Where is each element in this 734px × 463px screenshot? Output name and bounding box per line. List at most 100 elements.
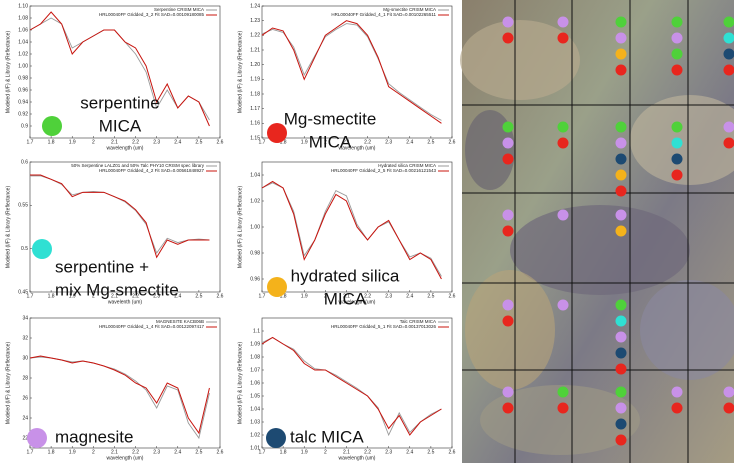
detection-dot <box>502 299 514 311</box>
spectrum-line <box>261 180 442 280</box>
x-tick-label: 2.6 <box>449 449 456 455</box>
y-tick-label: 26 <box>22 395 28 401</box>
detection-dot <box>615 32 627 44</box>
y-tick-label: 0.55 <box>18 203 28 209</box>
y-axis-label: Modeled (I/F) & Library (Reflectance) <box>5 342 11 425</box>
x-tick-label: 2.3 <box>153 139 160 145</box>
x-tick-label: 2.3 <box>385 293 392 299</box>
legend-label: HRL00040FF Gridded_2_5 Fit SAD=0.0021612… <box>331 168 436 173</box>
detection-dot <box>615 153 627 165</box>
detection-dot <box>671 64 683 76</box>
annotation: serpentine + <box>55 257 149 276</box>
terrain <box>465 110 515 190</box>
x-tick-label: 2.2 <box>364 293 371 299</box>
x-tick-label: 2.4 <box>174 139 181 145</box>
y-tick-label: 0.98 <box>250 250 260 256</box>
x-tick-label: 1.7 <box>27 449 34 455</box>
legend-label: HRL00040FF Gridded_4_2 Fit SAD=0.0056184… <box>99 168 204 173</box>
x-tick-label: 2 <box>92 139 95 145</box>
x-tick-label: 1.9 <box>301 139 308 145</box>
y-axis-label: Modeled (I/F) & Library (Reflectance) <box>5 186 11 269</box>
y-tick-label: 1.02 <box>18 51 28 57</box>
y-tick-label: 0.45 <box>18 289 28 295</box>
x-tick-label: 2.2 <box>364 449 371 455</box>
y-axis-label: Modeled (I/F) & Library (Reflectance) <box>237 342 243 425</box>
legend-label: 50% Serpentine LALZ01 and 50% Talc PHY10… <box>71 163 204 168</box>
mineral-marker <box>267 277 287 297</box>
y-tick-label: 24 <box>22 415 28 421</box>
x-tick-label: 2 <box>324 449 327 455</box>
x-tick-label: 2.5 <box>195 139 202 145</box>
y-tick-label: 1.21 <box>250 47 260 53</box>
x-tick-label: 2.6 <box>217 139 224 145</box>
legend-label: HRL00040FF Gridded_4_1 Fit SAD=0.0010226… <box>331 12 436 17</box>
spectrum-line <box>261 336 442 437</box>
detection-dot <box>615 185 627 197</box>
y-tick-label: 1.04 <box>250 172 260 178</box>
x-axis-label: wavelenth (um) <box>108 299 143 305</box>
x-tick-label: 1.8 <box>280 293 287 299</box>
detection-dot <box>615 434 627 446</box>
x-tick-label: 2.2 <box>132 449 139 455</box>
detection-dot <box>502 402 514 414</box>
x-tick-label: 2.6 <box>449 293 456 299</box>
x-tick-label: 2.5 <box>427 139 434 145</box>
x-tick-label: 2.2 <box>132 293 139 299</box>
y-tick-label: 1.02 <box>250 432 260 438</box>
y-tick-label: 1.18 <box>250 91 260 97</box>
detection-dot <box>723 16 734 28</box>
detection-dot <box>723 32 734 44</box>
x-tick-label: 1.7 <box>27 293 34 299</box>
detection-dot <box>723 386 734 398</box>
x-tick-label: 2.4 <box>174 293 181 299</box>
detection-dot <box>502 153 514 165</box>
legend-label: HRL00040FF Gridded_1_4 Fit SAD=0.0012209… <box>99 324 204 329</box>
annotation: talc MICA <box>290 427 364 446</box>
x-tick-label: 2.5 <box>195 293 202 299</box>
x-tick-label: 1.9 <box>69 139 76 145</box>
plot-frame <box>29 5 221 139</box>
detection-dot <box>502 121 514 133</box>
x-tick-label: 2.2 <box>364 139 371 145</box>
detection-dot <box>615 299 627 311</box>
spectrum-chart: 1.7 1.8 1.9 2 2.1 2.2 2.3 2.4 2.5 2.6 1.15 1.16 1.17… <box>237 3 455 151</box>
detection-dot <box>615 209 627 221</box>
x-tick-label: 1.9 <box>69 449 76 455</box>
detection-dot <box>557 121 569 133</box>
spectrum-line <box>30 174 210 259</box>
spectrum-chart: 1.7 1.8 1.9 2 2.1 2.2 2.3 2.4 2.5 2.6 1.01 1.02 1.03… <box>237 317 456 461</box>
x-tick-label: 1.8 <box>280 139 287 145</box>
detection-dot <box>723 121 734 133</box>
spectrum-chart: 1.7 1.8 1.9 2 2.1 2.2 2.3 2.4 2.5 2.6 0.9 0.92 0.94 0… <box>5 3 223 151</box>
y-tick-label: 1.22 <box>250 33 260 39</box>
detection-dot <box>615 16 627 28</box>
y-tick-label: 1.1 <box>253 328 260 334</box>
x-tick-label: 2.5 <box>195 449 202 455</box>
x-tick-label: 2.4 <box>406 449 413 455</box>
spectrum-chart: 1.7 1.8 1.9 2 2.1 2.2 2.3 2.4 2.5 2.6 22 24 26 28 30 32… <box>5 315 223 461</box>
spectrum-chart: 1.7 1.8 1.9 2 2.1 2.2 2.3 2.4 2.5 2.6 0.45 0.5 0.55 0… <box>5 159 223 305</box>
mineral-marker <box>42 116 62 136</box>
x-axis-label: wavelength (um) <box>107 455 144 461</box>
x-tick-label: 1.9 <box>301 293 308 299</box>
annotation: MICA <box>324 289 367 308</box>
detection-dot <box>723 402 734 414</box>
detection-dot <box>671 386 683 398</box>
y-tick-label: 1.23 <box>250 18 260 24</box>
y-tick-label: 1.20 <box>250 62 260 68</box>
y-tick-label: 30 <box>22 355 28 361</box>
detection-dot <box>502 209 514 221</box>
detection-dot <box>615 331 627 343</box>
detection-dot <box>502 32 514 44</box>
detection-dot <box>615 363 627 375</box>
legend-label: Talc CRISM MICA <box>400 319 436 324</box>
y-tick-label: 1.01 <box>250 445 260 451</box>
x-tick-label: 2.4 <box>174 449 181 455</box>
spectrum-line <box>261 20 442 124</box>
plot-frame <box>261 5 453 139</box>
y-tick-label: 1.06 <box>250 380 260 386</box>
x-tick-label: 2 <box>92 449 95 455</box>
x-tick-label: 2.1 <box>343 293 350 299</box>
mineral-marker <box>266 428 286 448</box>
